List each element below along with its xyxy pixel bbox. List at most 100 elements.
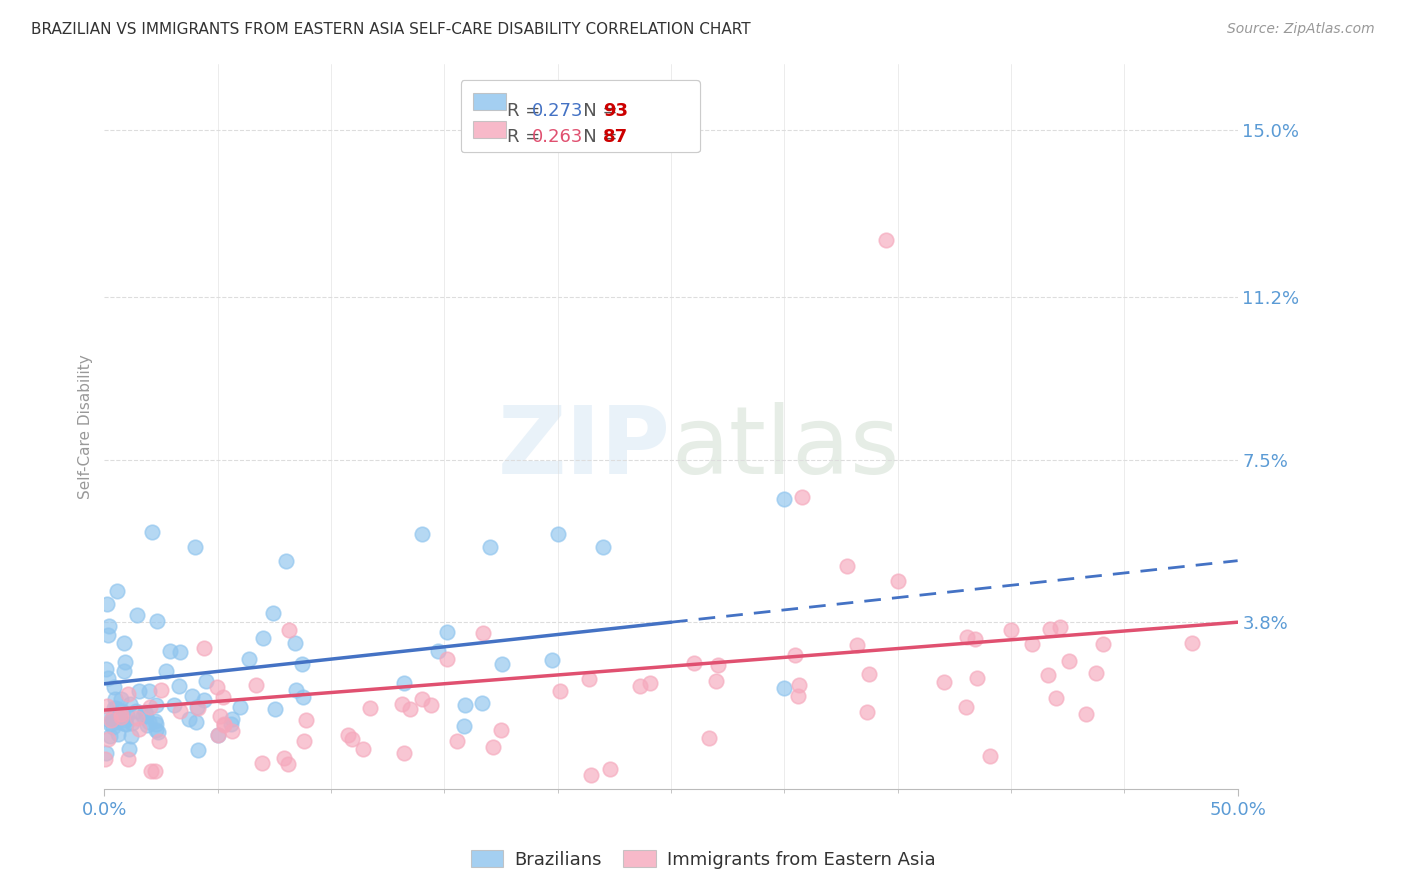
- Point: [187, 743, 209, 757]
- Point: [115, 707, 138, 722]
- Point: [856, 705, 879, 719]
- Point: [278, 623, 301, 637]
- Point: [352, 741, 374, 756]
- Point: [392, 675, 415, 690]
- Point: [98, 729, 121, 743]
- Point: [489, 723, 512, 738]
- Point: [359, 700, 381, 714]
- Point: [121, 715, 143, 730]
- Point: [104, 700, 127, 714]
- Point: [284, 683, 307, 698]
- Point: [97, 671, 120, 685]
- Point: [96, 746, 118, 760]
- Point: [194, 674, 217, 689]
- Text: N =: N =: [565, 128, 623, 145]
- Point: [1039, 622, 1062, 636]
- Point: [979, 748, 1001, 763]
- Point: [145, 723, 167, 738]
- Point: [100, 713, 122, 727]
- Point: [245, 678, 267, 692]
- Point: [783, 648, 806, 663]
- Legend: R = 0.273   N = 93, R = 0.263   N = 87: R = 0.273 N = 93, R = 0.263 N = 87: [461, 80, 700, 153]
- Point: [1049, 620, 1071, 634]
- Point: [138, 715, 160, 730]
- Y-axis label: Self-Care Disability: Self-Care Disability: [79, 354, 93, 499]
- Point: [132, 709, 155, 723]
- Point: [697, 731, 720, 745]
- Point: [96, 699, 118, 714]
- Point: [148, 734, 170, 748]
- Point: [592, 541, 614, 555]
- Text: R =: R =: [506, 103, 546, 120]
- Point: [110, 710, 132, 724]
- Point: [104, 714, 127, 729]
- Point: [104, 691, 127, 706]
- Point: [1021, 637, 1043, 651]
- Point: [875, 233, 897, 247]
- Point: [284, 636, 307, 650]
- Point: [1000, 623, 1022, 637]
- Point: [955, 699, 977, 714]
- Point: [146, 724, 169, 739]
- Point: [846, 638, 869, 652]
- Point: [169, 705, 191, 719]
- Point: [101, 711, 124, 725]
- Point: [117, 687, 139, 701]
- Point: [1057, 654, 1080, 668]
- Point: [96, 712, 118, 726]
- Point: [112, 715, 135, 730]
- Point: [111, 704, 134, 718]
- Point: [155, 664, 177, 678]
- Point: [392, 746, 415, 760]
- Point: [773, 492, 796, 507]
- Point: [274, 554, 297, 568]
- Point: [143, 714, 166, 729]
- Point: [125, 711, 148, 725]
- Point: [110, 706, 132, 721]
- Legend: Brazilians, Immigrants from Eastern Asia: Brazilians, Immigrants from Eastern Asia: [464, 843, 942, 876]
- Point: [114, 713, 136, 727]
- Point: [97, 628, 120, 642]
- Point: [169, 645, 191, 659]
- Point: [262, 606, 284, 620]
- Point: [707, 657, 730, 672]
- Point: [96, 597, 118, 611]
- Point: [94, 662, 117, 676]
- Point: [547, 527, 569, 541]
- Point: [471, 696, 494, 710]
- Point: [146, 614, 169, 628]
- Point: [159, 644, 181, 658]
- Point: [886, 574, 908, 588]
- Point: [193, 640, 215, 655]
- Point: [342, 732, 364, 747]
- Point: [835, 559, 858, 574]
- Point: [186, 700, 208, 714]
- Point: [792, 490, 814, 504]
- Point: [103, 680, 125, 694]
- Point: [94, 752, 117, 766]
- Point: [163, 698, 186, 712]
- Point: [97, 619, 120, 633]
- Point: [117, 752, 139, 766]
- Point: [294, 713, 316, 727]
- Point: [100, 712, 122, 726]
- Point: [138, 684, 160, 698]
- Text: 0.273: 0.273: [531, 103, 583, 120]
- Point: [221, 723, 243, 738]
- Point: [858, 666, 880, 681]
- Point: [107, 727, 129, 741]
- Point: [112, 664, 135, 678]
- Point: [478, 541, 501, 555]
- Point: [273, 751, 295, 765]
- Point: [599, 762, 621, 776]
- Point: [114, 655, 136, 669]
- Point: [291, 657, 314, 672]
- Point: [134, 705, 156, 719]
- Point: [128, 683, 150, 698]
- Point: [114, 717, 136, 731]
- Point: [221, 712, 243, 726]
- Point: [541, 653, 564, 667]
- Point: [127, 608, 149, 623]
- Point: [110, 692, 132, 706]
- Point: [963, 632, 986, 646]
